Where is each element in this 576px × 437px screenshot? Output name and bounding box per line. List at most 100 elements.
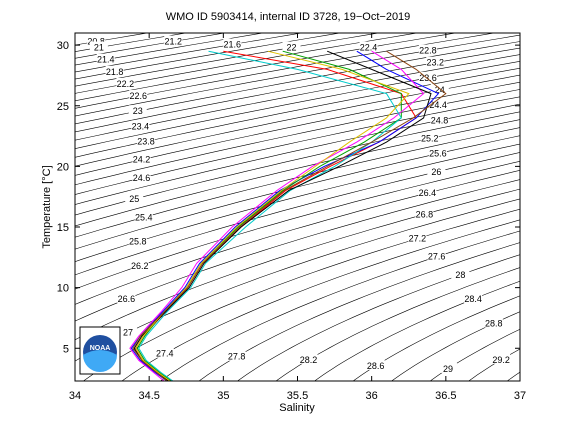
contour-label: 28 <box>455 270 465 280</box>
contour-label-bg <box>415 208 434 219</box>
contour-label: 22 <box>287 43 297 53</box>
isopycnal <box>236 254 520 381</box>
contour-label-bg <box>96 53 115 64</box>
contour-label: 21 <box>94 43 104 53</box>
contour-label-bg <box>125 193 144 204</box>
axes: 34 34.5 35 35.5 36 36.5 37 5 10 15 20 25 30 <box>57 33 526 402</box>
contour-label: 21.4 <box>97 55 115 65</box>
contour-label: 25 <box>129 194 139 204</box>
contour-label-bg <box>129 90 148 101</box>
x-axis-label: Salinity <box>279 402 315 414</box>
contour-label-bg <box>427 250 446 261</box>
contour-label: 22.6 <box>129 91 147 101</box>
y-tick-label: 15 <box>57 222 69 234</box>
contour-label-bg <box>418 71 437 82</box>
contour-label-bg <box>484 317 503 328</box>
contour-label: 23.2 <box>426 58 444 68</box>
contour-label-bg <box>134 211 153 222</box>
contour-label-bg <box>359 41 378 52</box>
contour-label: 26.2 <box>131 261 149 271</box>
contour-label-bg <box>427 165 446 176</box>
contour-label-bg <box>118 326 137 337</box>
contour-label: 22.8 <box>419 46 437 56</box>
isopycnal <box>75 111 520 216</box>
contour-label-bg <box>420 132 439 143</box>
profile-line <box>133 50 432 381</box>
contour-label: 21.2 <box>164 36 182 46</box>
isopycnal <box>75 67 520 158</box>
isopycnal <box>75 54 520 141</box>
isopycnal <box>159 230 520 381</box>
y-tick-label: 20 <box>57 161 69 173</box>
contour-label: 22.4 <box>360 43 378 53</box>
contour-label-bg <box>299 353 318 364</box>
contour-label-bg <box>408 232 427 243</box>
isopycnal <box>314 280 520 381</box>
contour-label: 27.8 <box>228 352 246 362</box>
contour-label-bg <box>366 359 385 370</box>
contour-label-bg <box>430 114 449 125</box>
isopycnal <box>198 242 520 381</box>
contour-label: 24.6 <box>133 173 151 183</box>
isopycnal <box>75 169 520 305</box>
contour-label-bg <box>137 135 156 146</box>
isopycnal <box>75 33 458 102</box>
profile-line <box>135 50 410 381</box>
isopycnal <box>75 135 520 250</box>
profiles <box>129 50 447 381</box>
chart-title: WMO ID 5903414, internal ID 3728, 19−Oct… <box>166 11 411 23</box>
contour-label-bg <box>116 77 135 88</box>
isopycnal <box>75 179 520 322</box>
isopycnal <box>75 74 520 167</box>
contour-label-bg <box>428 147 447 158</box>
contour-label: 24.4 <box>429 100 447 110</box>
contour-label-bg <box>164 35 183 46</box>
contour-label-bg <box>155 347 174 358</box>
contour-label-bg <box>128 105 147 116</box>
contour-label: 26.8 <box>416 209 434 219</box>
contour-label-bg <box>429 99 448 110</box>
isopycnal <box>75 34 520 117</box>
isopycnal <box>429 328 520 381</box>
contour-label: 25.8 <box>129 237 147 247</box>
contour-label-bg <box>438 362 457 373</box>
isopycnal <box>121 219 520 381</box>
isopycnal <box>75 143 520 262</box>
contour-label: 22.2 <box>117 79 135 89</box>
isopycnal <box>391 311 520 381</box>
contours: 20.821 21.2 21.4 21.6 21.8 22 22.2 22.4 22.6 22.8… <box>75 33 520 381</box>
y-tick-label: 5 <box>63 343 69 355</box>
contour-label-bg <box>131 120 150 131</box>
isopycnal <box>275 267 520 381</box>
isopycnal <box>75 127 520 238</box>
isopycnal <box>75 119 520 227</box>
contour-label: 23.4 <box>132 121 150 131</box>
contour-label: 29.2 <box>492 355 510 365</box>
contour-label: 26.6 <box>118 294 136 304</box>
contour-label: 27 <box>123 327 133 337</box>
y-tick-label: 10 <box>57 283 69 295</box>
x-tick-label: 34 <box>69 390 81 402</box>
x-tick-label: 36 <box>366 390 378 402</box>
isopycnal <box>75 81 520 176</box>
contour-label: 26.4 <box>419 188 437 198</box>
contour-label: 25.4 <box>135 212 153 222</box>
profile-line <box>132 50 447 381</box>
isopycnal <box>75 33 496 109</box>
logo-text: NOAA <box>90 345 111 352</box>
contour-label: 21.8 <box>106 67 124 77</box>
contour-label: 29 <box>443 364 453 374</box>
contour-label: 28.4 <box>464 294 482 304</box>
isopycnal <box>75 61 520 149</box>
contour-label-bg <box>282 41 301 52</box>
x-tick-label: 35.5 <box>287 390 308 402</box>
logo-wave <box>83 350 117 372</box>
contour-label: 24.2 <box>133 155 151 165</box>
contour-label: 20.8 <box>87 36 105 46</box>
contour-label-bg <box>128 235 147 246</box>
contour-label-bg <box>418 187 437 198</box>
profile-line <box>138 50 402 381</box>
contour-label-bg <box>227 350 246 361</box>
isopycnal <box>75 152 520 276</box>
isopycnal <box>82 208 520 381</box>
